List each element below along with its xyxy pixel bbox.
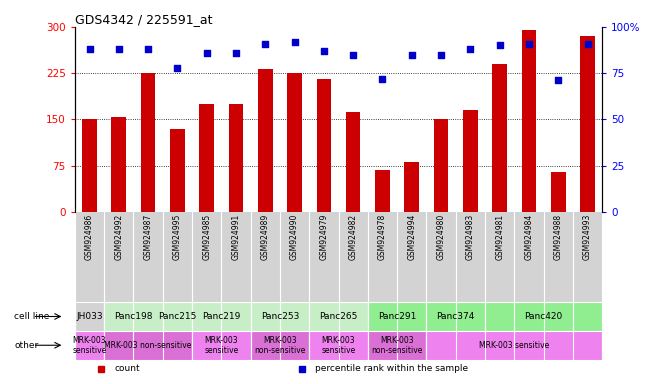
Bar xyxy=(551,172,566,212)
Point xyxy=(523,40,534,46)
Bar xyxy=(316,79,331,212)
Text: GSM924981: GSM924981 xyxy=(495,214,504,260)
Point xyxy=(114,46,124,52)
Bar xyxy=(82,119,97,212)
Point xyxy=(465,46,476,52)
Point xyxy=(553,78,564,84)
Bar xyxy=(309,331,368,360)
Text: MRK-003 non-sensitive: MRK-003 non-sensitive xyxy=(104,341,192,350)
Text: GSM924987: GSM924987 xyxy=(144,214,152,260)
Bar xyxy=(229,104,243,212)
Text: Panc265: Panc265 xyxy=(320,312,357,321)
Bar xyxy=(309,302,368,331)
Text: GSM924990: GSM924990 xyxy=(290,214,299,260)
Bar xyxy=(192,302,251,331)
Bar xyxy=(192,331,251,360)
Text: GSM924982: GSM924982 xyxy=(349,214,357,260)
Bar xyxy=(104,302,163,331)
Bar xyxy=(346,112,361,212)
Text: MRK-003
sensitive: MRK-003 sensitive xyxy=(72,336,107,355)
Bar xyxy=(251,331,309,360)
Point xyxy=(173,65,183,71)
Text: Panc215: Panc215 xyxy=(158,312,197,321)
Point xyxy=(231,50,242,56)
Bar xyxy=(426,331,602,360)
Text: other: other xyxy=(14,341,38,350)
Text: Panc374: Panc374 xyxy=(437,312,475,321)
Point xyxy=(406,51,417,58)
Bar xyxy=(404,162,419,212)
Bar xyxy=(75,302,104,331)
Point xyxy=(143,46,154,52)
Text: GSM924984: GSM924984 xyxy=(525,214,533,260)
Text: GSM924979: GSM924979 xyxy=(320,214,328,260)
Text: GDS4342 / 225591_at: GDS4342 / 225591_at xyxy=(75,13,212,26)
Point xyxy=(289,39,299,45)
Bar xyxy=(251,302,309,331)
Text: GSM924986: GSM924986 xyxy=(85,214,94,260)
Text: MRK-003
sensitive: MRK-003 sensitive xyxy=(322,336,355,355)
Text: GSM924991: GSM924991 xyxy=(232,214,240,260)
Text: Panc198: Panc198 xyxy=(114,312,153,321)
Bar xyxy=(463,110,478,212)
Point xyxy=(260,40,271,46)
Bar xyxy=(492,64,507,212)
Bar xyxy=(141,73,156,212)
Point xyxy=(319,48,329,54)
Text: MRK-003
sensitive: MRK-003 sensitive xyxy=(204,336,238,355)
Bar xyxy=(111,118,126,212)
Point xyxy=(495,42,505,48)
Point xyxy=(85,46,95,52)
Text: count: count xyxy=(115,364,140,373)
Bar xyxy=(485,302,602,331)
Bar xyxy=(163,302,192,331)
Text: Panc291: Panc291 xyxy=(378,312,416,321)
Bar xyxy=(170,129,185,212)
Text: Panc253: Panc253 xyxy=(261,312,299,321)
Text: GSM924980: GSM924980 xyxy=(437,214,445,260)
Text: GSM924992: GSM924992 xyxy=(115,214,123,260)
Bar xyxy=(75,331,104,360)
Bar xyxy=(287,73,302,212)
Point xyxy=(348,51,358,58)
Text: MRK-003
non-sensitive: MRK-003 non-sensitive xyxy=(372,336,422,355)
Text: Panc219: Panc219 xyxy=(202,312,240,321)
Text: GSM924983: GSM924983 xyxy=(466,214,475,260)
Bar xyxy=(375,170,390,212)
Bar xyxy=(426,302,485,331)
Text: Panc420: Panc420 xyxy=(525,312,562,321)
Bar xyxy=(258,69,273,212)
Bar xyxy=(580,36,595,212)
Text: GSM924995: GSM924995 xyxy=(173,214,182,260)
Text: GSM924988: GSM924988 xyxy=(554,214,562,260)
Point xyxy=(378,76,388,82)
Text: MRK-003
non-sensitive: MRK-003 non-sensitive xyxy=(255,336,305,355)
Bar xyxy=(104,331,192,360)
Point xyxy=(202,50,212,56)
Point xyxy=(436,51,447,58)
Text: MRK-003 sensitive: MRK-003 sensitive xyxy=(479,341,549,350)
Text: GSM924985: GSM924985 xyxy=(202,214,211,260)
Text: GSM924989: GSM924989 xyxy=(261,214,270,260)
Bar xyxy=(434,119,449,212)
Text: JH033: JH033 xyxy=(76,312,103,321)
Text: percentile rank within the sample: percentile rank within the sample xyxy=(315,364,468,373)
Bar xyxy=(368,331,426,360)
Bar xyxy=(521,30,536,212)
Text: GSM924993: GSM924993 xyxy=(583,214,592,260)
Text: GSM924994: GSM924994 xyxy=(408,214,416,260)
Bar xyxy=(199,104,214,212)
Text: cell line: cell line xyxy=(14,312,49,321)
Point xyxy=(583,40,593,46)
Text: GSM924978: GSM924978 xyxy=(378,214,387,260)
Bar xyxy=(368,302,426,331)
